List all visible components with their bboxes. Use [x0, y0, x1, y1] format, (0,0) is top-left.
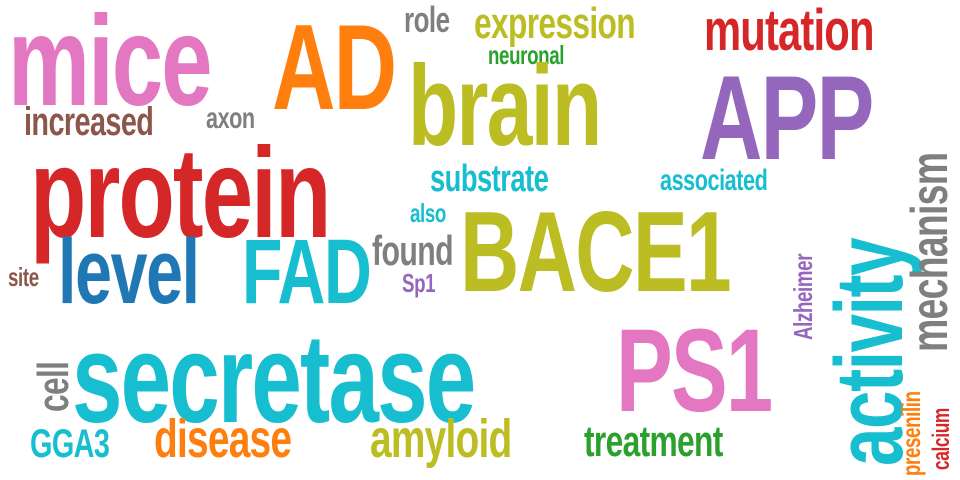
word-fad: FAD [242, 221, 372, 323]
word-ad: AD [272, 0, 397, 135]
word-brain: brain [408, 43, 602, 170]
word-bace1: BACE1 [460, 189, 732, 316]
word-gga3: GGA3 [30, 422, 110, 466]
word-alzheimer: Alzheimer [788, 253, 818, 340]
word-level: level [58, 221, 200, 323]
word-ps1: PS1 [616, 305, 773, 437]
word-associated: associated [660, 164, 768, 197]
word-cell: cell [29, 361, 78, 412]
word-app: APP [700, 51, 874, 185]
word-amyloid: amyloid [370, 409, 512, 469]
word-mice: mice [8, 0, 213, 133]
word-expression: expression [474, 0, 636, 48]
word-protein: protein [30, 122, 331, 265]
word-site: site [8, 262, 39, 292]
word-treatment: treatment [584, 417, 723, 466]
word-disease: disease [154, 409, 292, 469]
word-sp1: Sp1 [402, 268, 436, 298]
word-found: found [372, 227, 454, 274]
word-secretase: secretase [72, 308, 476, 449]
word-axon: axon [206, 102, 255, 135]
word-increased: increased [24, 100, 154, 144]
word-also: also [410, 198, 446, 228]
word-presenilin: presenilin [896, 391, 926, 476]
word-calcium: calcium [928, 408, 955, 470]
word-role: role [404, 0, 450, 40]
word-mutation: mutation [704, 0, 874, 63]
word-mechanism: mechanism [901, 152, 959, 352]
word-substrate: substrate [430, 158, 549, 200]
word-neuronal: neuronal [488, 40, 565, 70]
